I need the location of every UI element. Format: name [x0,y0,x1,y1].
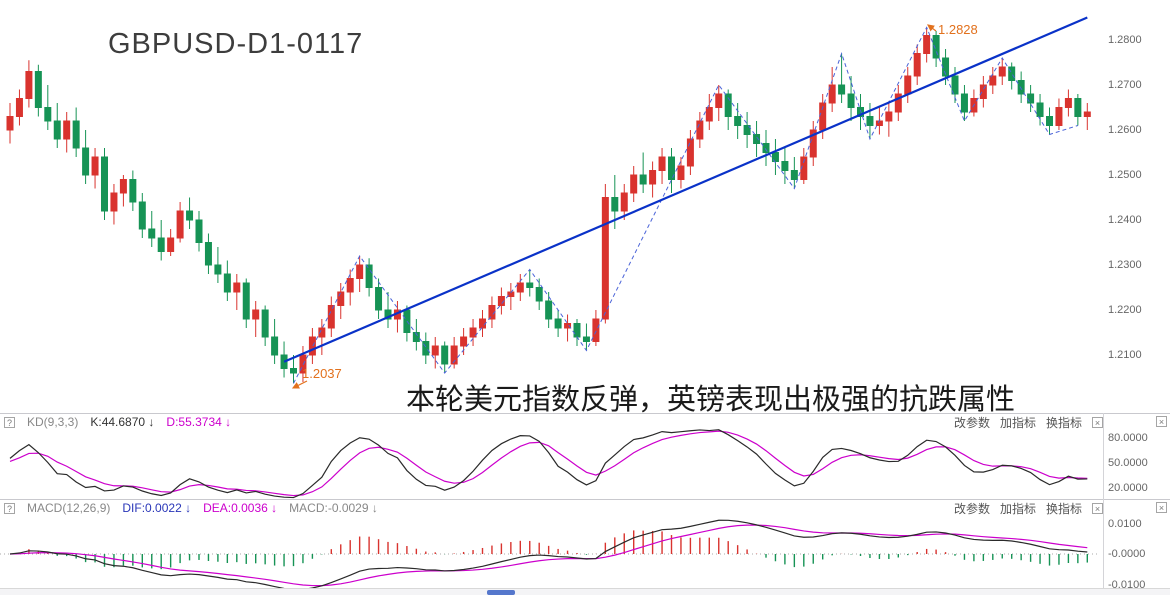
macd-canvas[interactable] [0,500,1170,589]
kd-canvas[interactable] [0,414,1170,500]
axis-label: 20.0000 [1108,481,1148,494]
down-arrow-icon: ↓ [185,501,192,515]
horizontal-scrollbar[interactable] [0,588,1170,595]
switch-indicator-link[interactable]: 换指标 [1045,501,1082,516]
axis-label: 1.2500 [1108,169,1142,181]
price-annotation: 1.2828 [938,22,978,37]
change-params-link[interactable]: 改参数 [953,415,990,430]
scrollbar-thumb[interactable] [487,590,515,595]
main-chart-panel: GBPUSD-D1-0117 本轮美元指数反弹，英镑表现出极强的抗跌属性 1.2… [0,0,1170,416]
axis-label: 1.2600 [1108,124,1142,136]
close-icon[interactable]: × [1156,502,1167,513]
axis-label: 80.0000 [1108,432,1148,444]
help-icon[interactable]: ? [4,502,15,514]
add-indicator-link[interactable]: 加指标 [999,415,1036,430]
macd-panel-header: ? MACD(12,26,9) DIF:0.0022 ↓ DEA:0.0036 … [0,500,1103,516]
price-annotation: 1.2037 [302,366,342,381]
axis-label: 1.2100 [1108,349,1142,361]
kd-d-value: D:55.3734 ↓ [166,415,232,429]
axis-label: 50.0000 [1108,457,1148,469]
switch-indicator-link[interactable]: 换指标 [1045,415,1082,430]
help-icon[interactable]: ? [4,416,15,428]
macd-indicator-name: MACD(12,26,9) [27,501,111,515]
axis-separator [1103,413,1104,588]
down-arrow-icon: ↓ [225,415,232,429]
close-icon[interactable]: × [1092,416,1103,428]
close-icon[interactable]: × [1092,502,1103,514]
close-icon[interactable]: × [1156,416,1167,427]
axis-label: 1.2200 [1108,304,1142,316]
kd-k-value: K:44.6870 ↓ [90,415,155,429]
axis-label: -0.0100 [1108,578,1146,591]
axis-label: 1.2300 [1108,259,1142,271]
chart-caption: 本轮美元指数反弹，英镑表现出极强的抗跌属性 [406,384,1016,416]
axis-label: 1.2400 [1108,214,1142,226]
kd-indicator-name: KD(9,3,3) [27,415,79,429]
chart-title: GBPUSD-D1-0117 [108,28,364,60]
axis-label: 0.0100 [1108,517,1142,530]
kd-indicator-panel: ? KD(9,3,3) K:44.6870 ↓ D:55.3734 ↓ 改参数 … [0,413,1170,500]
down-arrow-icon: ↓ [148,415,155,429]
macd-indicator-panel: ? MACD(12,26,9) DIF:0.0022 ↓ DEA:0.0036 … [0,499,1170,591]
axis-label: -0.0000 [1108,548,1146,560]
candlestick-canvas[interactable] [0,0,1170,413]
change-params-link[interactable]: 改参数 [953,501,990,516]
macd-hist-value: MACD:-0.0029 ↓ [289,501,378,515]
macd-dif-value: DIF:0.0022 ↓ [122,501,192,515]
macd-dea-value: DEA:0.0036 ↓ [203,501,278,515]
down-arrow-icon: ↓ [271,501,278,515]
axis-label: 1.2800 [1108,34,1142,46]
down-arrow-icon: ↓ [371,501,378,515]
axis-label: 1.2700 [1108,79,1142,91]
add-indicator-link[interactable]: 加指标 [999,501,1036,516]
kd-panel-header: ? KD(9,3,3) K:44.6870 ↓ D:55.3734 ↓ 改参数 … [0,414,1103,430]
